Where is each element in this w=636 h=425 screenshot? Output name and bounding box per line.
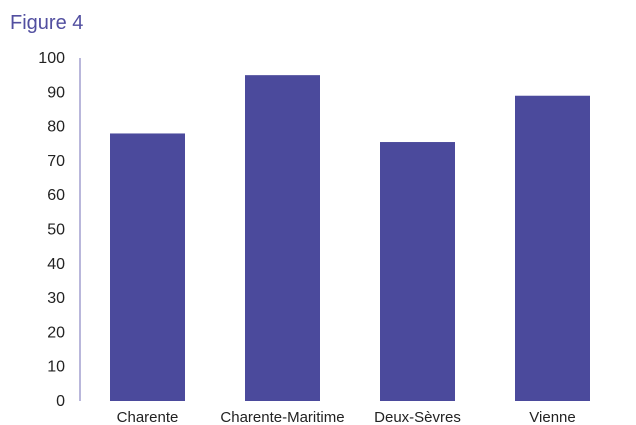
bar [515, 95, 590, 401]
y-tick-label: 60 [47, 187, 65, 204]
bar [110, 133, 185, 401]
y-tick-label: 40 [47, 256, 65, 273]
x-category-label: Charente-Maritime [220, 409, 344, 425]
bar [380, 142, 455, 401]
y-axis: 0 10 20 30 40 50 60 70 80 90 100 [38, 50, 81, 410]
bar [245, 75, 320, 402]
y-tick-label: 30 [47, 290, 65, 307]
x-category-label: Charente [117, 409, 179, 425]
y-tick-label: 90 [47, 84, 65, 101]
y-tick-label: 50 [47, 222, 65, 239]
x-axis: Charente Charente-Maritime Deux-Sèvres Vien… [117, 409, 576, 425]
x-category-label: Vienne [529, 409, 575, 425]
y-tick-label: 10 [47, 359, 65, 376]
y-tick-label: 0 [56, 393, 65, 410]
bars [110, 75, 590, 402]
x-category-label: Deux-Sèvres [374, 409, 461, 425]
y-tick-label: 20 [47, 324, 65, 341]
figure-label: Figure 4 [10, 12, 84, 34]
y-tick-label: 100 [38, 50, 65, 67]
y-tick-label: 70 [47, 153, 65, 170]
y-tick-label: 80 [47, 119, 65, 136]
